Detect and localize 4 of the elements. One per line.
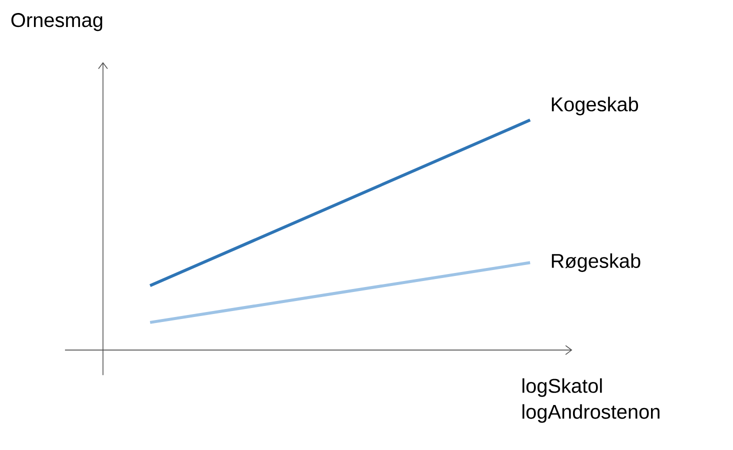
x-axis-title: logSkatol logAndrostenon: [522, 378, 660, 423]
series-label: Røgeskab: [552, 253, 640, 272]
series-label: Kogeskab: [552, 96, 638, 116]
y-axis-title: Ornesmag: [11, 13, 102, 32]
